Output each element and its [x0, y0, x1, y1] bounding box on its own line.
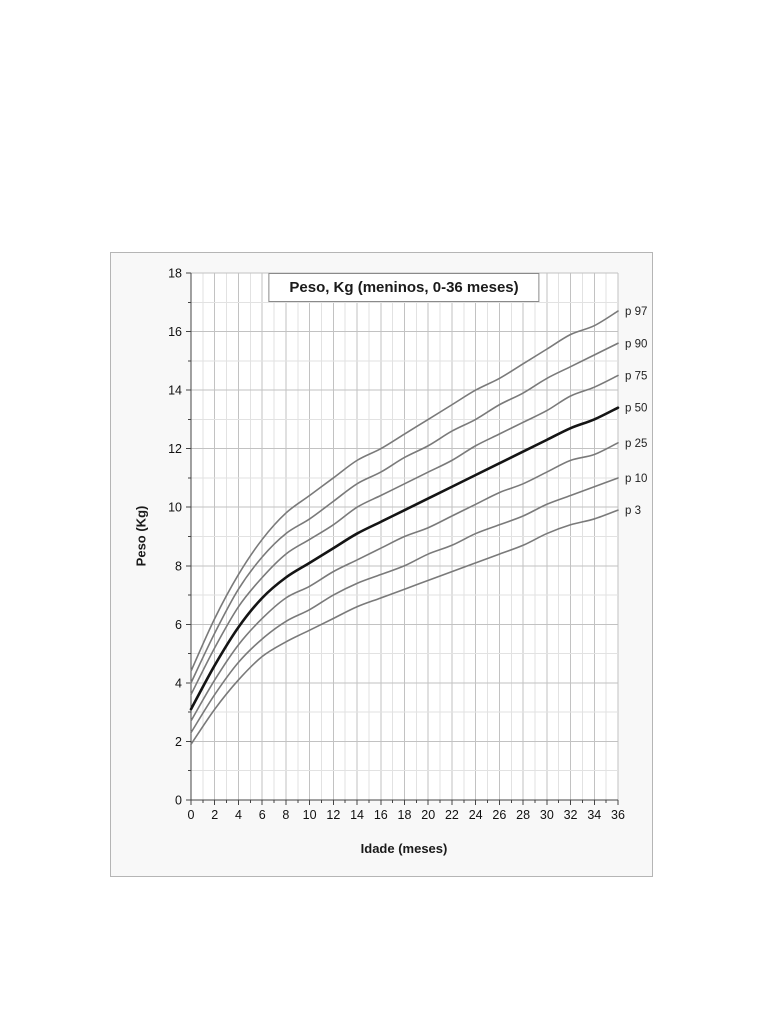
- x-tick-label: 30: [540, 808, 554, 822]
- y-tick-label: 4: [175, 676, 182, 690]
- x-tick-label: 32: [564, 808, 578, 822]
- axes: [186, 272, 619, 805]
- series-label-p-97: p 97: [625, 306, 647, 318]
- y-tick-label: 12: [168, 442, 182, 456]
- y-tick-label: 16: [168, 325, 182, 339]
- x-axis-label: Idade (meses): [360, 841, 448, 856]
- y-tick-label: 14: [168, 384, 182, 398]
- y-tick-label: 10: [168, 501, 182, 515]
- series-label-p-10: p 10: [625, 473, 647, 485]
- x-tick-label: 34: [587, 808, 601, 822]
- x-tick-label: 4: [235, 808, 242, 822]
- y-axis-label: Peso (Kg): [133, 505, 149, 567]
- y-tick-label: 0: [175, 794, 182, 808]
- series-line-p-75: [190, 374, 619, 696]
- x-tick-label: 12: [326, 808, 340, 822]
- series-label-p-90: p 90: [625, 338, 647, 350]
- x-tick-label: 36: [611, 808, 625, 822]
- x-tick-label: 18: [398, 808, 412, 822]
- series-line-p-90: [190, 342, 619, 684]
- x-tick-label: 16: [374, 808, 388, 822]
- x-tick-label: 0: [188, 808, 195, 822]
- chart-title: Peso, Kg (meninos, 0-36 meses): [268, 273, 540, 302]
- series-label-p-3: p 3: [625, 505, 641, 517]
- y-tick-label: 2: [175, 735, 182, 749]
- x-tick-label: 20: [421, 808, 435, 822]
- series-label-p-50: p 50: [625, 403, 647, 415]
- x-tick-label: 28: [516, 808, 530, 822]
- gridlines: [190, 272, 619, 801]
- series-line-p-50: [189, 406, 620, 711]
- series-line-p-97: [190, 310, 619, 672]
- series-label-p-25: p 25: [625, 438, 647, 450]
- chart-panel: 0 2 4 6 8 10 12 14 16 18 20 22 24 26 28 30 32 34 36 0 2 4 6 8 10…: [110, 252, 653, 877]
- series-label-p-75: p 75: [625, 370, 647, 382]
- percentile-labels: p 97 p 90 p 75 p 50 p 25 p 10 p 3: [625, 306, 647, 517]
- x-tick-label: 14: [350, 808, 364, 822]
- x-tick-label: 2: [211, 808, 218, 822]
- y-tick-label: 18: [168, 267, 182, 281]
- series-line-p-25: [190, 442, 619, 722]
- y-tick-label: 8: [175, 559, 182, 573]
- x-tick-label: 6: [259, 808, 266, 822]
- x-tick-label: 24: [469, 808, 483, 822]
- growth-chart-svg: 0 2 4 6 8 10 12 14 16 18 20 22 24 26 28 30 32 34 360246810…: [168, 267, 647, 823]
- x-tick-label: 26: [492, 808, 506, 822]
- series-line-p-3: [190, 509, 619, 746]
- x-tick-label: 10: [303, 808, 317, 822]
- series-line-p-10: [190, 477, 619, 734]
- tick-labels: 0 2 4 6 8 10 12 14 16 18 20 22 24 26 28 30 32 34 360246810…: [168, 267, 625, 823]
- x-tick-label: 8: [282, 808, 289, 822]
- y-tick-label: 6: [175, 618, 182, 632]
- x-tick-label: 22: [445, 808, 459, 822]
- percentile-curves: [189, 310, 620, 746]
